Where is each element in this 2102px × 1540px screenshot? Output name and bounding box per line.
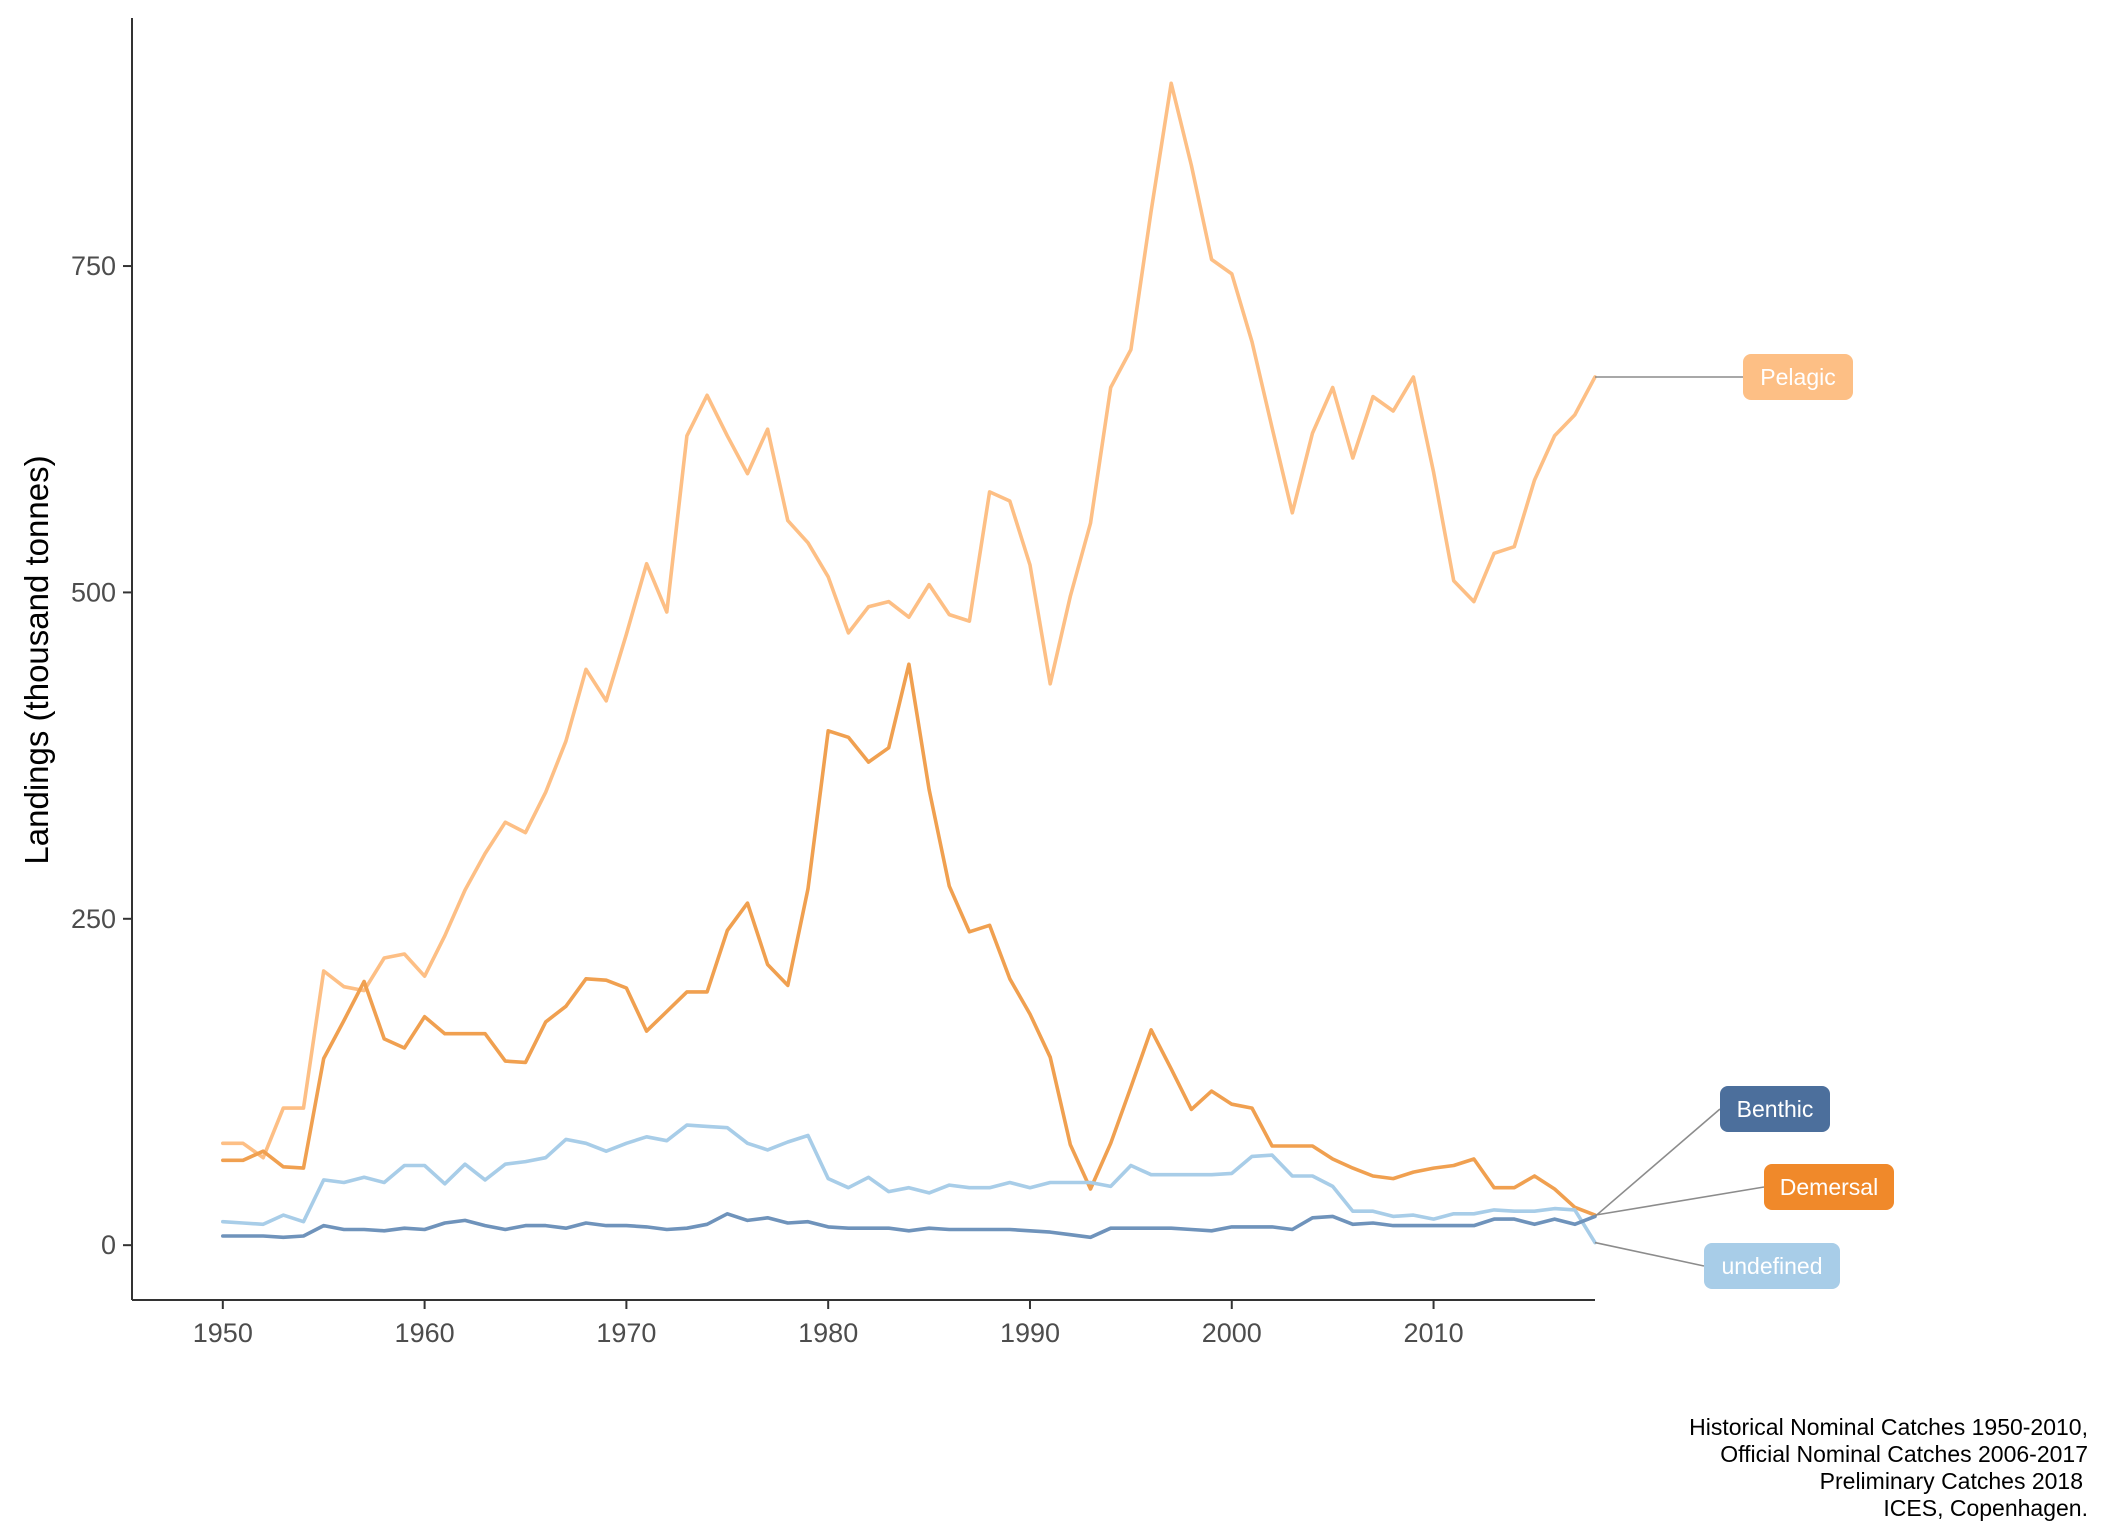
y-axis-title: Landings (thousand tonnes) [18,455,55,864]
caption: Historical Nominal Catches 1950-2010, Of… [1689,1414,2088,1521]
y-tick-label: 250 [71,904,116,934]
end-labels: Pelagic Benthic Demersal undefined [1595,354,1894,1289]
x-tick-label: 2000 [1202,1318,1262,1348]
series-line-pelagic [223,83,1595,1157]
y-tick-label: 500 [71,577,116,607]
axes [132,18,1595,1300]
caption-line-3: Preliminary Catches 2018 [1820,1468,2083,1494]
caption-line-1: Historical Nominal Catches 1950-2010, [1689,1414,2088,1440]
series-line-benthic [223,1214,1595,1238]
x-tick-label: 1960 [395,1318,455,1348]
label-text-pelagic: Pelagic [1760,364,1835,390]
label-text-benthic: Benthic [1737,1096,1814,1122]
caption-line-2: Official Nominal Catches 2006-2017 [1720,1441,2088,1467]
x-tick-label: 1970 [596,1318,656,1348]
label-leader-demersal [1595,1187,1764,1215]
x-tick-label: 1950 [193,1318,253,1348]
label-text-demersal: Demersal [1780,1174,1878,1200]
y-tick-label: 0 [101,1230,116,1260]
x-tick-label: 1990 [1000,1318,1060,1348]
ticks: 1950 1960 1970 1980 1990 2000 2010 0 250 500 750 [71,251,1464,1348]
x-tick-label: 1980 [798,1318,858,1348]
label-text-undefined: undefined [1721,1253,1822,1279]
label-leader-undefined [1595,1243,1704,1266]
y-tick-label: 750 [71,251,116,281]
x-tick-label: 2010 [1404,1318,1464,1348]
label-leader-benthic [1595,1109,1720,1216]
series-line-demersal [223,664,1595,1215]
series-lines [223,83,1595,1242]
caption-line-4: ICES, Copenhagen. [1883,1495,2088,1521]
